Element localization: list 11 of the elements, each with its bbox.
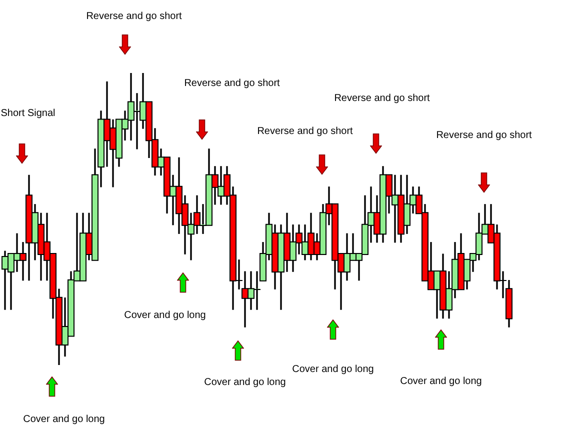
text: Cover and go long <box>23 414 105 425</box>
annotation: Cover and go long <box>292 364 374 375</box>
text: Cover and go long <box>400 376 482 387</box>
annotation: Short Signal <box>0 108 56 119</box>
annotation: Cover and go long <box>124 310 206 321</box>
annotation: Reverse and go short <box>436 130 532 141</box>
annotation: Reverse and go short <box>257 126 354 137</box>
annotation: Reverse and go short <box>184 78 280 89</box>
annotation: Reverse and go short <box>334 92 430 104</box>
text: Reverse and go short <box>86 10 182 22</box>
text: Cover and go long <box>204 376 286 388</box>
